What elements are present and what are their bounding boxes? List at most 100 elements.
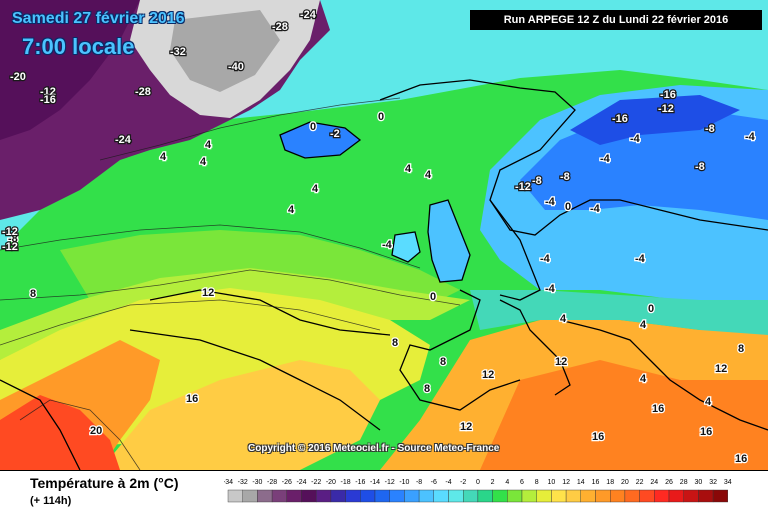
map-label: 16 xyxy=(735,453,747,465)
legend-tick-label: -20 xyxy=(326,479,336,486)
variable-title: Température à 2m (°C) xyxy=(30,475,179,491)
legend-tick-label: 0 xyxy=(476,479,480,486)
temp-zone-europe xyxy=(470,290,768,335)
legend-swatch xyxy=(477,489,493,503)
map-label: -8 xyxy=(8,233,18,245)
map-label: -4 xyxy=(540,253,551,265)
legend-tick-label: 30 xyxy=(695,479,703,486)
legend-swatch xyxy=(580,489,596,503)
legend-swatch xyxy=(565,489,582,503)
map-label: 8 xyxy=(440,356,446,368)
map-label: -4 xyxy=(635,253,646,265)
legend-tick-label: 4 xyxy=(505,479,509,486)
map-label: 16 xyxy=(186,393,198,405)
map-label: -12 xyxy=(2,226,18,238)
greenland-ice-mid xyxy=(170,10,280,92)
map-label: 8 xyxy=(424,383,430,395)
legend-swatch xyxy=(551,489,567,503)
map-label: 4 xyxy=(640,319,647,331)
legend-tick-label: 12 xyxy=(562,479,570,486)
map-label: 0 xyxy=(378,111,384,123)
temp-zone-warm1 xyxy=(0,268,470,360)
legend-swatch xyxy=(507,489,523,503)
map-label: 4 xyxy=(405,163,412,175)
legend-swatch xyxy=(595,489,611,503)
map-label: 4 xyxy=(312,183,319,195)
map-label: -8 xyxy=(560,171,570,183)
map-label: -28 xyxy=(135,86,151,98)
map-label: -8 xyxy=(532,175,542,187)
map-label: -4 xyxy=(545,283,556,295)
map-label: 4 xyxy=(200,156,207,168)
map-label: 12 xyxy=(482,369,494,381)
map-label: 20 xyxy=(90,425,102,437)
legend-tick-label: -28 xyxy=(267,479,277,486)
map-label: -32 xyxy=(170,46,186,58)
legend-swatch xyxy=(301,489,317,503)
legend-swatch xyxy=(315,489,332,503)
legend-tick-label: 24 xyxy=(650,479,658,486)
map-label: -2 xyxy=(330,128,340,140)
map-label: 16 xyxy=(652,403,664,415)
map-label: 12 xyxy=(715,363,727,375)
map-label: -12 xyxy=(515,181,531,193)
map-value-labels: -40 -28 -32 -28 -20 -24 -12 -16 -8 -24 0… xyxy=(1,8,757,467)
temp-zone-warm3 xyxy=(100,360,380,470)
legend-swatch xyxy=(683,489,699,503)
legend-swatch xyxy=(257,489,273,503)
legend-tick-label: 16 xyxy=(592,479,600,486)
legend-swatch xyxy=(345,489,361,503)
legend-tick-label: -12 xyxy=(385,479,395,486)
legend-swatch xyxy=(286,489,302,503)
map-label: -4 xyxy=(545,196,556,208)
map-label: 8 xyxy=(392,337,398,349)
map-label: -24 xyxy=(115,134,132,146)
map-label: 4 xyxy=(205,139,212,151)
forecast-time: 7:00 locale xyxy=(22,34,135,59)
legend-swatch xyxy=(404,489,420,503)
map-label: 12 xyxy=(555,356,567,368)
legend-swatch xyxy=(492,489,508,503)
legend-tick-label: -26 xyxy=(282,479,292,486)
legend-swatch xyxy=(418,489,435,503)
legend-tick-label: -22 xyxy=(311,479,321,486)
map-label: 4 xyxy=(640,373,647,385)
map-label: 12 xyxy=(460,421,472,433)
legend-tick-label: 34 xyxy=(724,479,732,486)
legend-tick-label: 26 xyxy=(665,479,673,486)
color-scale-legend: -34-32-30-28-26-24-22-20-18-16-14-12-10-… xyxy=(224,479,732,503)
temperature-map: -40 -28 -32 -28 -20 -24 -12 -16 -8 -24 0… xyxy=(0,0,768,470)
legend-swatch xyxy=(712,489,729,503)
map-label: -8 xyxy=(705,123,715,135)
legend-swatch xyxy=(448,489,464,503)
map-label: -28 xyxy=(272,21,288,33)
legend-swatch xyxy=(536,489,552,503)
legend-tick-label: 14 xyxy=(577,479,585,486)
map-label: 4 xyxy=(288,204,295,216)
legend-tick-label: 20 xyxy=(621,479,629,486)
map-label: -4 xyxy=(630,133,641,145)
legend-tick-label: -32 xyxy=(238,479,248,486)
map-label: -24 xyxy=(300,9,317,21)
map-label: -4 xyxy=(382,239,393,251)
map-label: -4 xyxy=(590,203,601,215)
coastlines xyxy=(0,79,768,470)
legend-swatch xyxy=(242,489,258,503)
map-label: 0 xyxy=(430,291,436,303)
legend-tick-label: 10 xyxy=(548,479,556,486)
legend-tick-label: -16 xyxy=(355,479,365,486)
map-label: -12 xyxy=(658,103,674,115)
legend-tick-label: -24 xyxy=(296,479,306,486)
legend-swatch xyxy=(227,489,243,503)
forecast-lead-time: (+ 114h) xyxy=(30,495,72,507)
legend-tick-label: 22 xyxy=(636,479,644,486)
map-label: 4 xyxy=(425,169,432,181)
legend-tick-label: -6 xyxy=(431,479,437,486)
copyright-text: Copyright © 2016 Meteociel.fr - Source M… xyxy=(248,443,500,454)
map-label: -20 xyxy=(10,71,26,83)
temp-zone-coldest-east xyxy=(570,95,740,145)
legend-swatch xyxy=(610,489,626,503)
forecast-date: Samedi 27 février 2016 xyxy=(12,10,185,27)
legend-tick-label: -18 xyxy=(341,479,351,486)
